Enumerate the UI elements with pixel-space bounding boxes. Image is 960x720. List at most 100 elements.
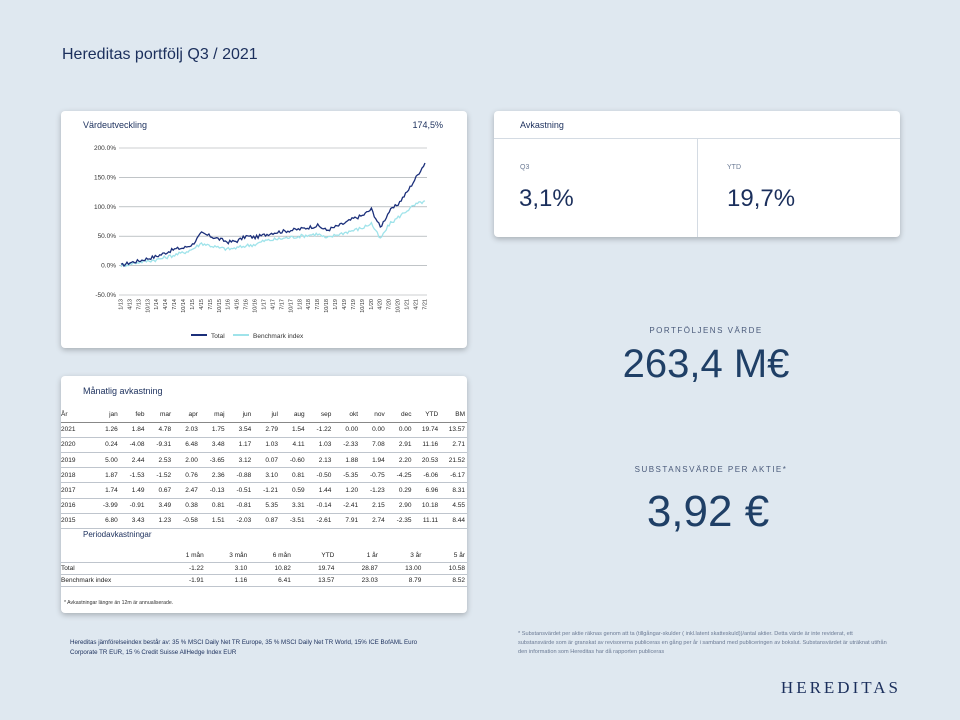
period-cell: 28.87	[336, 562, 380, 575]
monthly-cell: 1.03	[253, 437, 280, 454]
monthly-cell: -3.65	[199, 452, 227, 469]
x-tick-label: 1/18	[297, 299, 303, 310]
monthly-cell: -1.53	[119, 467, 147, 484]
period-header-cell: 3 år	[379, 550, 424, 563]
y-tick-label: 100.0%	[94, 204, 116, 211]
monthly-cell: 1.74	[93, 482, 120, 499]
monthly-cell: 7.91	[333, 513, 361, 530]
monthly-header-cell: dec	[386, 407, 414, 423]
x-tick-label: 10/18	[324, 299, 330, 313]
monthly-cell: 4.55	[440, 498, 467, 514]
period-cell: 3.10	[205, 562, 250, 575]
monthly-cell: 1.49	[119, 482, 147, 499]
x-tick-label: 1/20	[369, 299, 375, 310]
period-returns-table: 1 mån 3 mån 6 mån YTD 1 år 3 år 5 år Total -1.2…	[61, 550, 467, 587]
monthly-cell: 1.88	[333, 452, 361, 469]
monthly-cell: -0.51	[226, 482, 254, 499]
monthly-cell: 11.11	[413, 513, 441, 530]
benchmark-series-line	[120, 200, 426, 268]
monthly-cell: -0.58	[173, 513, 200, 530]
x-tick-label: 7/14	[172, 299, 178, 310]
x-tick-label: 7/16	[244, 299, 250, 310]
monthly-cell: 2017	[61, 482, 94, 499]
returns-column-divider	[697, 138, 698, 237]
period-cell: -1.22	[162, 562, 206, 575]
monthly-cell: 1.20	[333, 482, 361, 499]
monthly-cell: 1.51	[199, 513, 227, 530]
nav-disclaimer-note: * Substansvärdet per aktie räknas genom …	[518, 631, 887, 655]
total-series-line	[120, 162, 426, 268]
period-header-cell: 6 mån	[249, 550, 293, 563]
x-tick-label: 1/21	[405, 299, 411, 310]
monthly-cell: 1.54	[279, 422, 307, 438]
x-tick-label: 7/17	[279, 299, 285, 310]
table-row: 2021 1.26 1.84 4.78 2.03 1.75 3.54 2.79 1.54 -1.2…	[61, 422, 467, 438]
monthly-cell: -0.75	[360, 467, 387, 484]
period-cell: 19.74	[292, 562, 337, 575]
x-tick-label: 4/13	[127, 299, 133, 310]
period-header-cell	[61, 550, 163, 563]
monthly-cell: -2.41	[333, 498, 361, 514]
x-tick-label: 10/16	[253, 299, 259, 313]
monthly-header-cell: År	[61, 407, 94, 423]
monthly-cell: -1.23	[360, 482, 387, 499]
returns-card: Avkastning Q3 3,1% YTD 19,7%	[494, 111, 900, 237]
monthly-cell: 1.23	[146, 513, 174, 530]
ytd-value: 19,7%	[727, 185, 796, 212]
monthly-cell: 0.07	[253, 452, 280, 469]
monthly-cell: -3.51	[279, 513, 307, 530]
monthly-cell: 1.94	[360, 452, 387, 469]
x-tick-label: 1/16	[226, 299, 232, 310]
monthly-cell: -0.81	[226, 498, 254, 514]
x-tick-label: 1/19	[333, 299, 339, 310]
monthly-cell: 2015	[61, 513, 94, 530]
period-cell: 13.57	[292, 574, 337, 587]
monthly-cell: -3.99	[93, 498, 120, 514]
monthly-cell: 3.48	[199, 437, 227, 454]
table-row: Benchmark index -1.91 1.16 6.41 13.57 23.03 8.…	[61, 574, 467, 587]
monthly-cell: 8.31	[440, 482, 467, 499]
x-tick-label: 10/15	[217, 299, 223, 313]
q3-value: 3,1%	[519, 185, 574, 212]
q3-label: Q3	[520, 164, 530, 171]
monthly-cell: 3.54	[226, 422, 254, 438]
monthly-cell: -0.13	[199, 482, 227, 499]
x-tick-label: 4/21	[414, 299, 420, 310]
monthly-cell: 3.31	[279, 498, 307, 514]
monthly-heading: Månatlig avkastning	[83, 386, 163, 396]
monthly-cell: -4.08	[119, 437, 147, 454]
period-cell: 23.03	[336, 574, 380, 587]
monthly-cell: -2.61	[306, 513, 334, 530]
x-tick-label: 4/14	[163, 299, 169, 310]
monthly-cell: 2.91	[386, 437, 414, 454]
monthly-header-cell: okt	[333, 407, 361, 423]
monthly-cell: -0.14	[306, 498, 334, 514]
table-row: 2020 0.24 -4.08 -9.31 6.48 3.48 1.17 1.03 4.11 1.…	[61, 437, 467, 454]
monthly-cell: 0.67	[146, 482, 174, 499]
x-tick-label: 7/21	[422, 299, 428, 310]
monthly-cell: 1.44	[306, 482, 334, 499]
monthly-cell: -0.88	[226, 467, 254, 484]
value-chart-heading: Värdeutveckling	[83, 120, 148, 130]
monthly-cell: 2.20	[386, 452, 414, 469]
monthly-cell: 5.00	[93, 452, 120, 469]
period-footnote: * Avkastningar längre än 12m är annualis…	[64, 600, 174, 606]
x-tick-label: 4/15	[199, 299, 205, 310]
period-header-cell: 1 år	[336, 550, 380, 563]
period-returns-heading: Periodavkastningar	[83, 530, 152, 539]
x-tick-label: 10/20	[396, 299, 402, 313]
monthly-cell: 0.87	[253, 513, 280, 530]
period-cell: -1.91	[162, 574, 206, 587]
monthly-cell: -2.35	[386, 513, 414, 530]
table-row: 2019 5.00 2.44 2.53 2.00 -3.65 3.12 0.07 -0.60 2.…	[61, 452, 467, 469]
x-tick-label: 4/20	[378, 299, 384, 310]
monthly-cell: 0.00	[333, 422, 361, 438]
x-tick-label: 1/13	[118, 299, 124, 310]
monthly-cell: 1.87	[93, 467, 120, 484]
monthly-cell: 1.75	[199, 422, 227, 438]
x-tick-label: 1/15	[190, 299, 196, 310]
monthly-cell: -5.35	[333, 467, 361, 484]
monthly-cell: 2.79	[253, 422, 280, 438]
monthly-cell: -1.21	[253, 482, 280, 499]
monthly-cell: 0.00	[386, 422, 414, 438]
